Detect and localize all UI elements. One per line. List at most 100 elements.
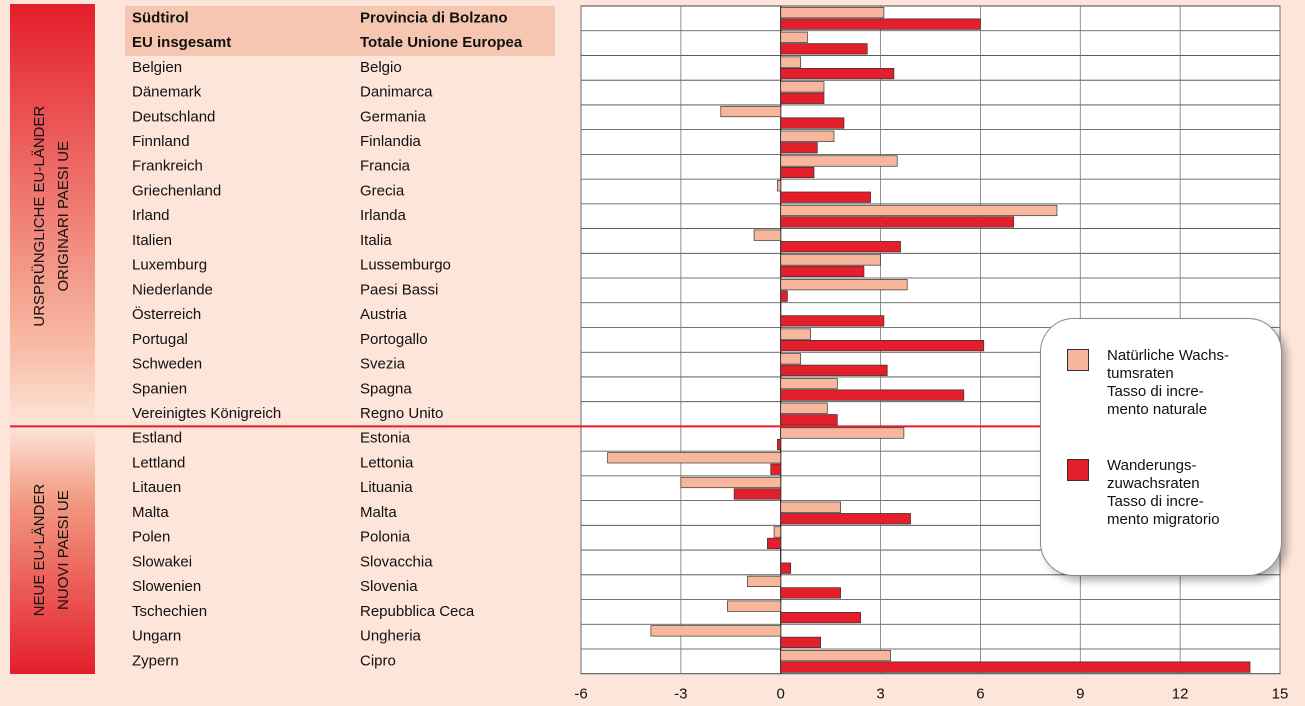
- legend: Natürliche Wachs- tumsraten Tasso di inc…: [1040, 318, 1282, 576]
- category-label-it: Svezia: [360, 356, 406, 373]
- bar: [780, 389, 965, 401]
- bar: [780, 31, 808, 43]
- category-label: Lettland: [132, 454, 185, 471]
- category-label-it: Provincia di Bolzano: [360, 9, 508, 26]
- bar: [780, 56, 802, 68]
- category-label: Italien: [132, 232, 172, 249]
- category-label-it: Spagna: [360, 380, 412, 397]
- category-label-it: Slovenia: [360, 578, 418, 595]
- bar: [780, 265, 865, 278]
- bar: [607, 452, 782, 464]
- bar: [780, 513, 911, 525]
- category-label: EU insgesamt: [132, 34, 231, 51]
- bar: [780, 204, 1058, 217]
- category-label: Deutschland: [132, 108, 215, 125]
- bar: [780, 117, 845, 129]
- bar: [780, 661, 1251, 673]
- category-label: Portugal: [132, 331, 188, 348]
- bar: [780, 130, 835, 142]
- legend-label: Wanderungs- zuwachsraten Tasso di incre-…: [1107, 457, 1220, 528]
- bar: [753, 229, 782, 241]
- category-label-it: Regno Unito: [360, 405, 443, 422]
- bar: [780, 340, 985, 352]
- bar: [727, 600, 782, 612]
- bar: [733, 488, 782, 500]
- category-label-it: Francia: [360, 158, 411, 175]
- bar: [780, 67, 895, 80]
- x-tick-label: 6: [976, 686, 984, 703]
- bar: [747, 575, 782, 588]
- bar: [780, 241, 901, 253]
- category-label: Slowenien: [132, 578, 201, 595]
- category-label: Zypern: [132, 652, 179, 669]
- category-label-it: Portogallo: [360, 331, 428, 348]
- group-label: NEUE EU-LÄNDER: [31, 484, 48, 617]
- bar: [770, 463, 782, 475]
- bar: [780, 216, 1015, 228]
- category-label: Schweden: [132, 356, 202, 373]
- bar: [780, 191, 871, 203]
- bar: [780, 414, 838, 426]
- category-label: Österreich: [132, 305, 201, 323]
- category-label-it: Ungheria: [360, 628, 422, 645]
- bar: [780, 636, 822, 648]
- bar: [780, 377, 838, 390]
- category-label: Dänemark: [132, 84, 202, 101]
- category-label-it: Austria: [360, 306, 407, 323]
- bar: [780, 328, 812, 340]
- bar: [780, 427, 905, 439]
- bar: [777, 180, 782, 192]
- category-label: Irland: [132, 207, 170, 224]
- bar: [780, 155, 898, 167]
- bar: [780, 290, 788, 302]
- category-label: Spanien: [132, 380, 187, 397]
- category-label-it: Finlandia: [360, 133, 422, 150]
- category-label-it: Italia: [360, 232, 392, 249]
- bar: [773, 526, 782, 538]
- legend-swatch: [1067, 459, 1089, 481]
- category-label: Vereinigtes Königreich: [132, 405, 281, 422]
- bar: [780, 612, 861, 624]
- category-label-it: Lussemburgo: [360, 257, 451, 274]
- category-label: Litauen: [132, 479, 181, 496]
- bar: [780, 166, 815, 179]
- x-tick-label: 12: [1172, 686, 1189, 703]
- bar: [650, 625, 782, 637]
- bar: [780, 18, 981, 30]
- category-label-it: Grecia: [360, 182, 405, 199]
- category-label-it: Lettonia: [360, 454, 414, 471]
- category-label-it: Malta: [360, 504, 397, 521]
- category-label-it: Irlanda: [360, 207, 407, 224]
- category-label-it: Repubblica Ceca: [360, 603, 475, 620]
- x-tick-label: 0: [777, 686, 785, 703]
- category-label-it: Cipro: [360, 652, 396, 669]
- bar: [780, 315, 885, 327]
- category-label: Frankreich: [132, 158, 203, 175]
- category-label: Finnland: [132, 133, 190, 150]
- bar: [680, 476, 782, 489]
- x-tick-label: 15: [1272, 686, 1289, 703]
- bar: [780, 254, 881, 266]
- category-label-it: Polonia: [360, 529, 411, 546]
- bar: [780, 353, 802, 365]
- category-label-it: Danimarca: [360, 84, 433, 101]
- category-label: Polen: [132, 529, 170, 546]
- category-label-it: Estonia: [360, 430, 411, 447]
- group-band: [10, 4, 95, 426]
- bar: [780, 43, 868, 55]
- category-label-it: Belgio: [360, 59, 402, 76]
- category-label: Malta: [132, 504, 169, 521]
- category-label: Estland: [132, 430, 182, 447]
- category-label: Ungarn: [132, 628, 181, 645]
- category-label-it: Lituania: [360, 479, 413, 496]
- group-band: [10, 426, 95, 674]
- legend-swatch: [1067, 349, 1089, 371]
- group-label: NUOVI PAESI UE: [55, 490, 72, 610]
- category-label: Niederlande: [132, 281, 213, 298]
- category-label: Belgien: [132, 59, 182, 76]
- legend-label: Natürliche Wachs- tumsraten Tasso di inc…: [1107, 347, 1229, 418]
- group-label: ORIGINARI PAESI UE: [55, 141, 72, 292]
- category-label: Slowakei: [132, 553, 192, 570]
- bar: [780, 279, 908, 291]
